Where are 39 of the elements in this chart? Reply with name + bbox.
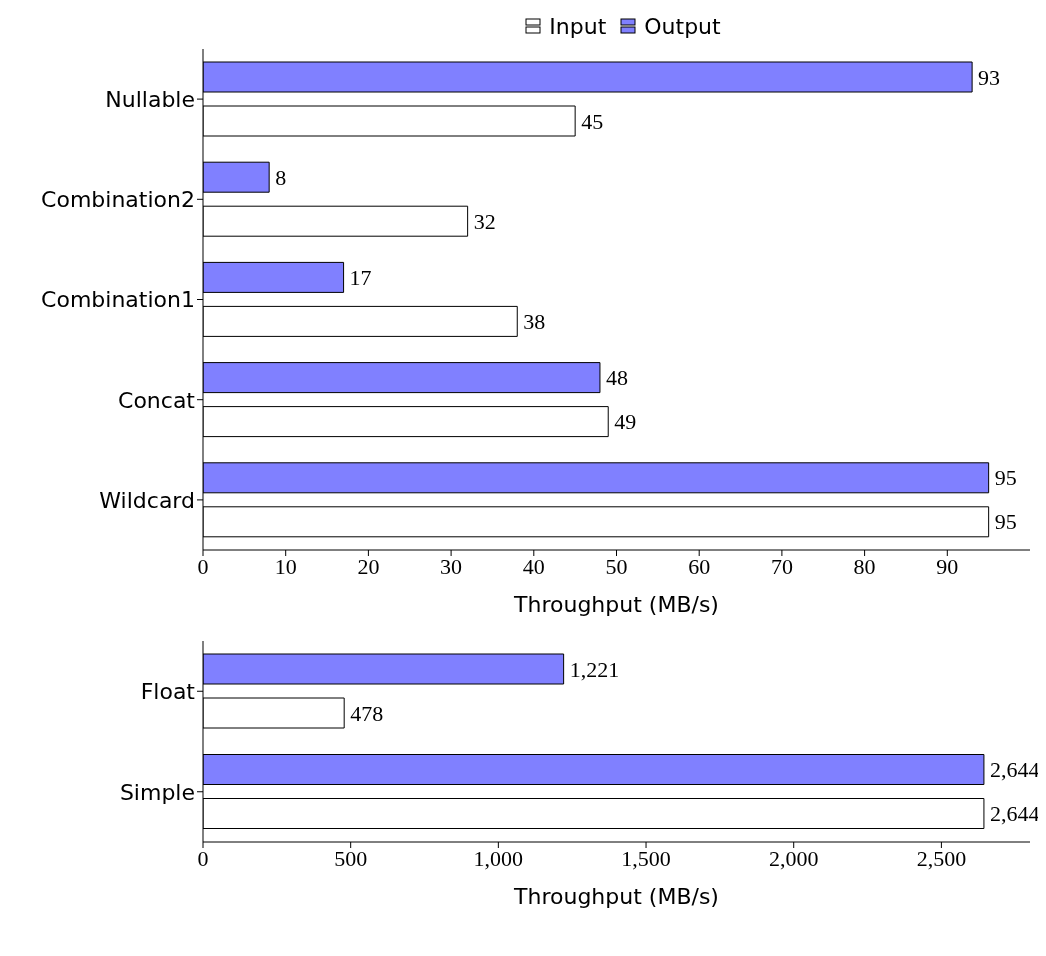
y-tick-label: Nullable — [105, 86, 195, 112]
data-label: 93 — [978, 64, 1001, 90]
data-label: 95 — [994, 509, 1017, 535]
y-tick-label: Concat — [118, 387, 196, 413]
data-label: 32 — [473, 208, 496, 234]
x-tick-label: 80 — [853, 553, 876, 579]
x-tick-label: 50 — [605, 553, 628, 579]
x-axis-title: Throughput (MB/s) — [513, 884, 719, 909]
data-label: 1,221 — [569, 656, 620, 682]
x-tick-label: 0 — [197, 553, 209, 579]
x-tick-label: 20 — [357, 553, 380, 579]
legend-label: Output — [644, 13, 721, 39]
x-tick-label: 60 — [688, 553, 711, 579]
legend-label: Input — [549, 13, 607, 39]
data-label: 95 — [994, 465, 1017, 491]
data-label: 478 — [350, 700, 384, 726]
x-tick-label: 500 — [334, 845, 368, 871]
y-tick-label: Wildcard — [99, 487, 195, 513]
x-tick-label: 40 — [522, 553, 545, 579]
y-tick-label: Simple — [119, 779, 195, 805]
x-tick-label: 2,000 — [768, 845, 819, 871]
x-tick-label: 0 — [197, 845, 209, 871]
x-tick-label: 1,000 — [473, 845, 524, 871]
y-tick-label: Combination1 — [41, 287, 195, 313]
data-label: 45 — [581, 108, 604, 134]
x-tick-label: 2,500 — [916, 845, 967, 871]
y-tick-label: Combination2 — [41, 187, 195, 213]
y-tick-label: Float — [140, 679, 196, 705]
data-label: 17 — [349, 264, 372, 290]
x-tick-label: 10 — [274, 553, 297, 579]
x-tick-label: 1,500 — [621, 845, 671, 871]
data-label: 8 — [275, 164, 287, 190]
x-tick-label: 30 — [440, 553, 463, 579]
data-label: 48 — [605, 365, 628, 391]
x-axis-title: Throughput (MB/s) — [513, 592, 719, 617]
data-label: 38 — [523, 308, 546, 334]
x-tick-label: 70 — [770, 553, 793, 579]
x-tick-label: 90 — [936, 553, 959, 579]
data-label: 49 — [614, 409, 637, 435]
